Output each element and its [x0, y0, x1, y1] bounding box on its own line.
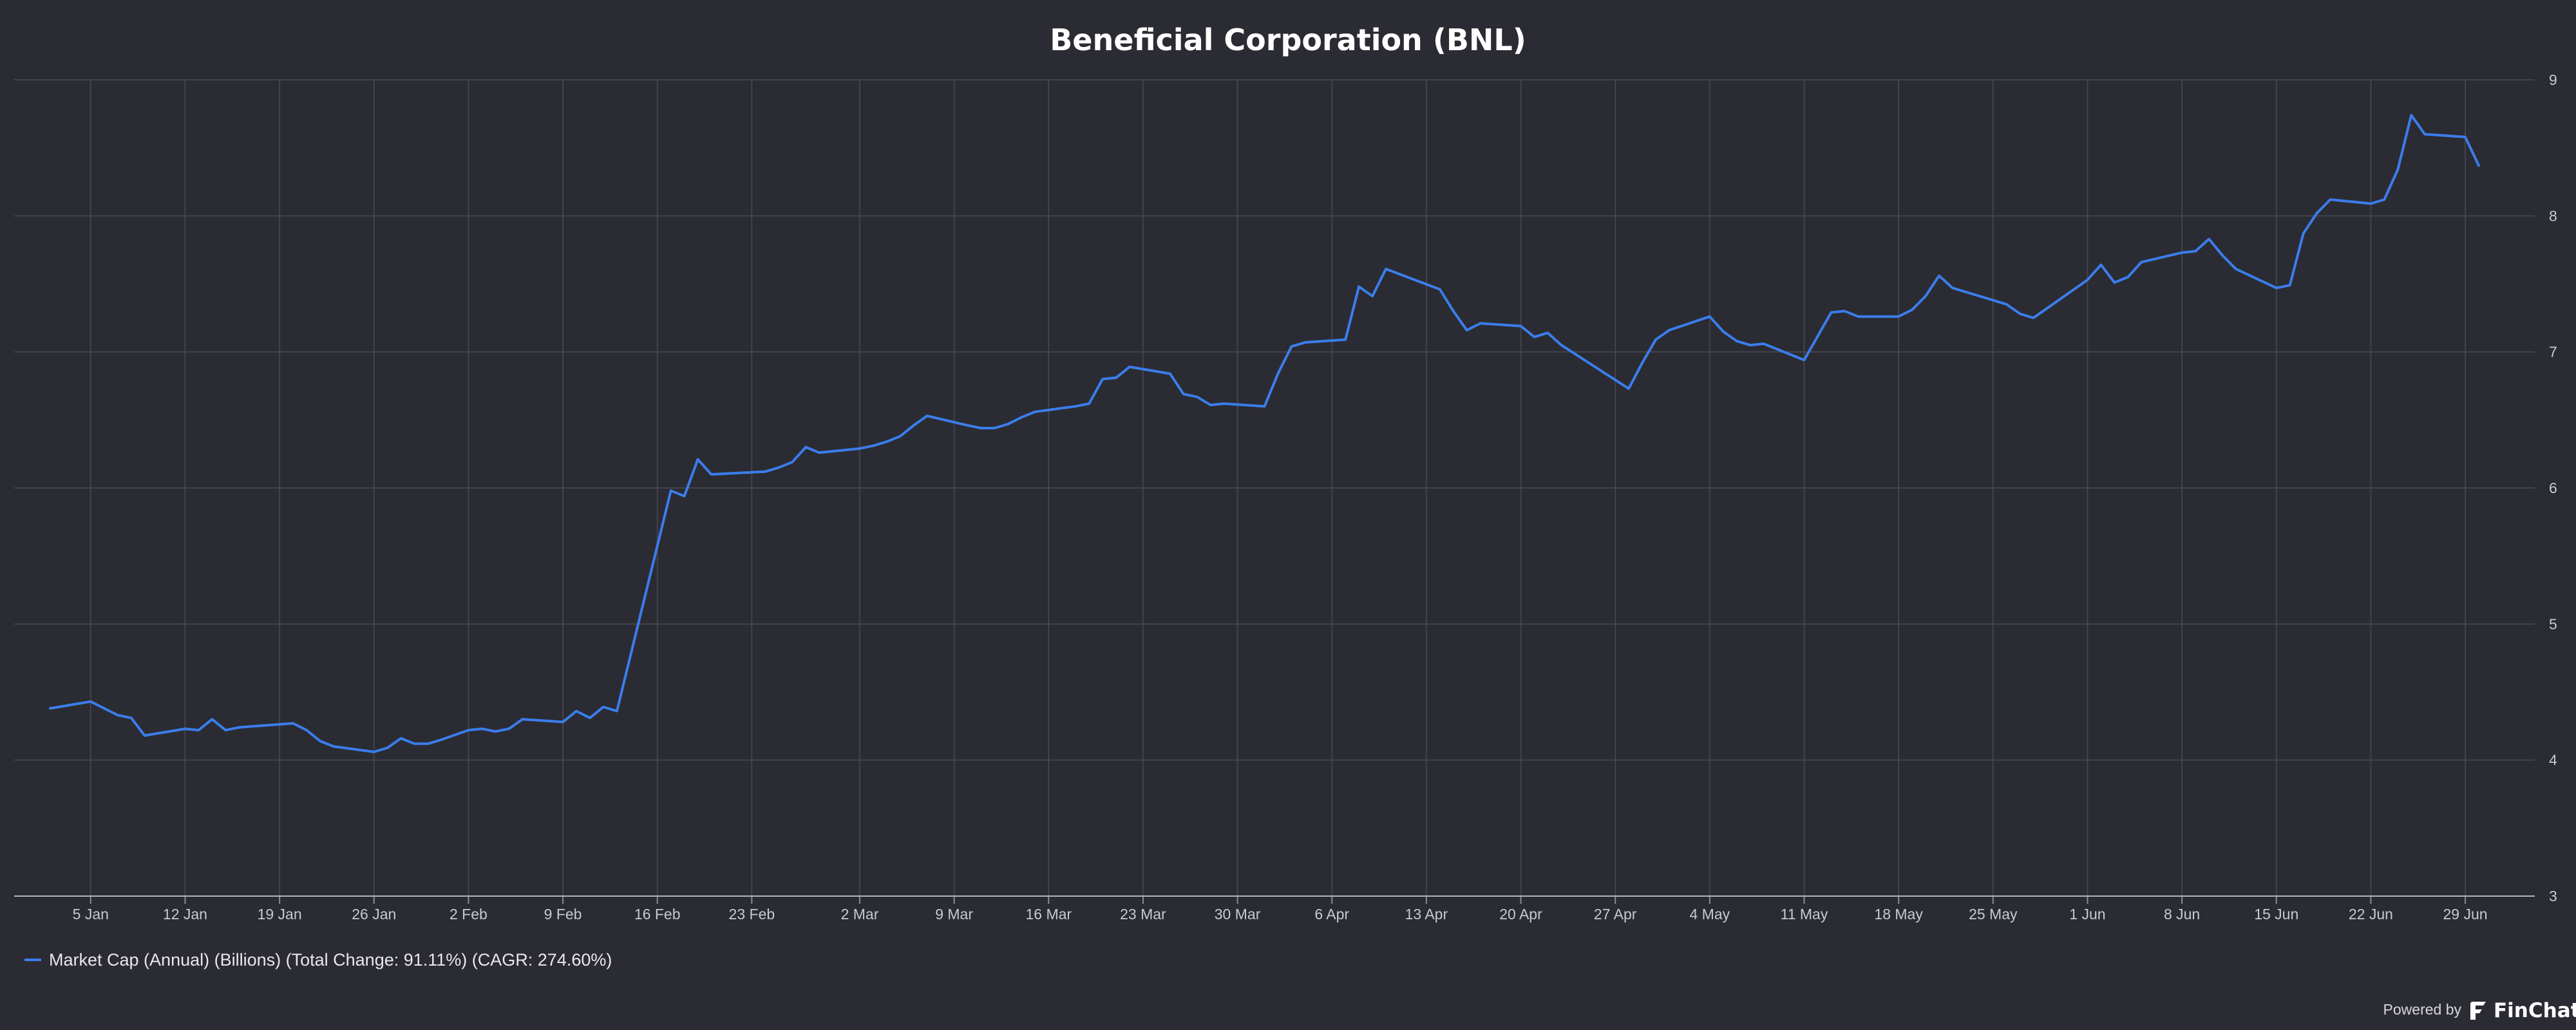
x-tick-label: 16 Feb	[634, 906, 681, 922]
y-tick-label: 3	[2549, 888, 2557, 904]
y-tick-label: 8	[2549, 207, 2557, 224]
x-tick-label: 19 Jan	[258, 906, 302, 922]
y-tick-label: 4	[2549, 752, 2557, 769]
x-tick-label: 20 Apr	[1499, 906, 1542, 922]
chart-grid	[14, 79, 2535, 896]
y-tick-label: 5	[2549, 615, 2557, 632]
series-group	[49, 113, 2480, 753]
x-tick-label: 2 Feb	[450, 906, 488, 922]
x-tick-label: 25 May	[1969, 906, 2018, 922]
x-tick-label: 27 Apr	[1594, 906, 1637, 922]
x-tick-label: 4 May	[1690, 906, 1730, 922]
x-tick-label: 11 May	[1781, 906, 1828, 922]
x-tick-label: 2 Mar	[841, 906, 879, 922]
x-tick-label: 6 Apr	[1314, 906, 1349, 922]
x-tick-label: 30 Mar	[1215, 906, 1261, 922]
chart-title: Beneficial Corporation (BNL)	[1050, 23, 1526, 57]
y-tick-label: 7	[2549, 344, 2557, 360]
x-tick-label: 16 Mar	[1025, 906, 1072, 922]
x-tick-label: 5 Jan	[73, 906, 109, 922]
legend[interactable]: Market Cap (Annual) (Billions) (Total Ch…	[24, 950, 612, 969]
branding[interactable]: Powered by FinChat	[2383, 999, 2576, 1022]
x-tick-label: 18 May	[1874, 906, 1923, 922]
y-tick-label: 9	[2549, 71, 2557, 88]
powered-by-label: Powered by	[2383, 1001, 2462, 1018]
x-tick-label: 23 Mar	[1120, 906, 1166, 922]
x-tick-label: 13 Apr	[1405, 906, 1448, 922]
x-tick-label: 26 Jan	[352, 906, 396, 922]
x-tick-label: 9 Mar	[935, 906, 973, 922]
x-tick-label: 29 Jun	[2443, 906, 2488, 922]
y-tick-label: 6	[2549, 480, 2557, 496]
legend-label: Market Cap (Annual) (Billions) (Total Ch…	[49, 950, 612, 969]
y-axis: 3 4 5 6 7 8 9	[2549, 71, 2557, 904]
series-line	[49, 113, 2480, 753]
x-tick-label: 15 Jun	[2254, 906, 2298, 922]
x-tick-label: 22 Jun	[2349, 906, 2393, 922]
finchat-logo-icon	[2470, 1002, 2486, 1020]
x-tick-label: 1 Jun	[2069, 906, 2105, 922]
x-tick-label: 8 Jun	[2164, 906, 2200, 922]
x-tick-label: 23 Feb	[729, 906, 775, 922]
x-axis: 5 Jan 12 Jan 19 Jan 26 Jan 2 Feb 9 Feb 16 Feb 2…	[73, 896, 2488, 922]
finchat-brand-name: FinChat	[2494, 999, 2576, 1022]
x-tick-label: 9 Feb	[544, 906, 582, 922]
x-tick-label: 12 Jan	[163, 906, 207, 922]
